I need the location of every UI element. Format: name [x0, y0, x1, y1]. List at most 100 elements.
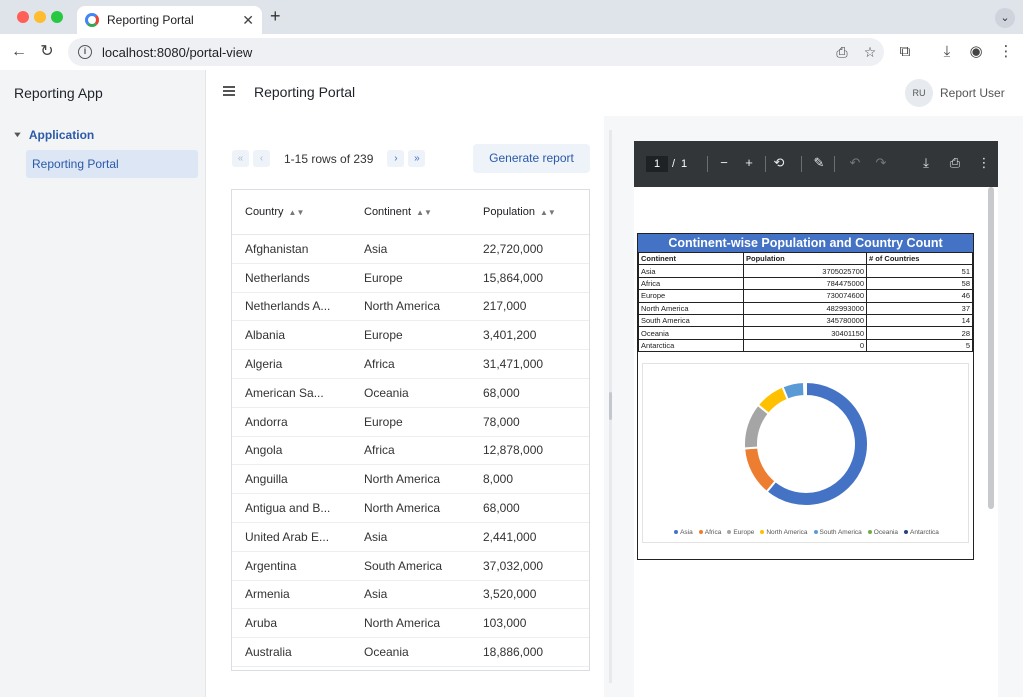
legend-item: Oceania [867, 529, 898, 536]
report-cell: Asia [638, 264, 744, 278]
report-cell: 5 [866, 338, 973, 353]
nav-group-application[interactable]: ▼ Application [12, 128, 94, 142]
report-cell: 14 [866, 313, 973, 328]
legend-label: Asia [680, 529, 693, 536]
page-title: Reporting Portal [254, 84, 356, 100]
browser-tab[interactable]: Reporting Portal ✕ [77, 6, 262, 34]
minimize-window-button[interactable] [34, 11, 46, 23]
page-number-input[interactable]: 1 [646, 156, 668, 172]
table-row[interactable]: Aruba North America 103,000 [232, 609, 589, 639]
table-row[interactable]: Afghanistan Asia 22,720,000 [232, 235, 589, 264]
split-drag-handle[interactable] [609, 392, 612, 420]
reload-icon[interactable]: ↻ [40, 43, 54, 60]
download-icon[interactable]: ⤓ [923, 155, 929, 170]
address-bar[interactable]: i localhost:8080/portal-view ⎙ ☆ [68, 38, 884, 66]
chart-legend: Asia Africa Europe North America South Ameri… [643, 529, 970, 536]
legend-item: South America [813, 529, 862, 536]
zoom-in-icon[interactable]: + [745, 155, 753, 170]
table-cell: North America [364, 299, 441, 314]
table-row[interactable]: Antigua and B... North America 68,000 [232, 494, 589, 523]
new-tab-icon[interactable]: + [270, 6, 281, 26]
table-cell: 68,000 [483, 385, 520, 400]
column-header-label: Population [483, 206, 535, 218]
table-row[interactable]: Albania Europe 3,401,200 [232, 321, 589, 351]
annotate-icon[interactable]: ✎ [813, 155, 825, 170]
column-header-country[interactable]: Country ▲▼ [232, 206, 351, 218]
chevron-down-icon[interactable]: ▼ [12, 130, 23, 140]
table-cell: Netherlands A... [245, 299, 331, 314]
more-options-icon[interactable]: ⋮ [977, 155, 991, 170]
table-cell: Argentina [245, 558, 297, 573]
donut-slice-oceania [803, 380, 807, 398]
report-table-row: Antarctica 0 5 [638, 338, 973, 353]
table-row[interactable]: Netherlands A... North America 217,000 [232, 293, 589, 322]
avatar[interactable]: RU [905, 79, 933, 107]
table-row[interactable]: American Sa... Oceania 68,000 [232, 379, 589, 408]
table-row[interactable]: Andorra Europe 78,000 [232, 408, 589, 437]
report-table: Continent Population # of Countries Asia 370… [638, 251, 973, 353]
maximize-window-button[interactable] [51, 11, 63, 23]
table-row[interactable]: Argentina South America 37,032,000 [232, 552, 589, 581]
table-row[interactable]: Algeria Africa 31,471,000 [232, 350, 589, 379]
pdf-viewer: 1 / 1 − + ⟲ ✎ ↶ ↷ ⤓ ⎙ ⋮ Continent-wise P… [634, 141, 998, 697]
print-icon[interactable]: ⎙ [949, 155, 961, 170]
close-tab-icon[interactable]: ✕ [242, 11, 254, 28]
generate-report-button[interactable]: Generate report [473, 144, 590, 173]
sidebar: Reporting App ▼ Application Reporting Po… [0, 70, 206, 697]
install-app-icon[interactable]: ⎙ [836, 43, 848, 60]
report-cell: Antarctica [638, 338, 744, 353]
last-page-icon[interactable]: » [408, 150, 426, 167]
nav-group-label: Application [28, 128, 95, 142]
user-name[interactable]: Report User [940, 86, 1005, 100]
extensions-icon[interactable]: ⧉ [899, 43, 911, 60]
profile-icon[interactable]: ◉ [969, 43, 983, 60]
report-cell: 37 [866, 301, 973, 315]
first-page-icon[interactable]: « [232, 150, 249, 167]
table-row[interactable]: Angola Africa 12,878,000 [232, 437, 589, 466]
next-page-icon[interactable]: › [387, 150, 405, 167]
legend-item: Africa [698, 529, 721, 536]
sort-icon[interactable]: ▲▼ [288, 208, 305, 217]
column-header-population[interactable]: Population ▲▼ [470, 206, 589, 218]
zoom-out-icon[interactable]: − [720, 155, 728, 170]
sidebar-item-reporting-portal[interactable]: Reporting Portal [26, 150, 198, 178]
page-separator: / [672, 158, 676, 170]
back-icon[interactable]: ← [11, 43, 27, 60]
table-row[interactable]: Armenia Asia 3,520,000 [232, 581, 589, 610]
report-cell: 784475000 [743, 276, 867, 291]
redo-icon[interactable]: ↷ [875, 155, 887, 170]
table-cell: Afghanistan [245, 241, 309, 256]
pdf-scrollbar[interactable] [988, 187, 994, 509]
undo-icon[interactable]: ↶ [849, 155, 861, 170]
table-cell: 8,000 [483, 472, 514, 487]
table-cell: Algeria [245, 357, 283, 372]
toolbar-divider [707, 156, 708, 172]
sort-icon[interactable]: ▲▼ [416, 208, 432, 217]
close-window-button[interactable] [17, 11, 29, 23]
report-header-cell: Population [743, 251, 867, 266]
legend-label: Europe [733, 529, 755, 536]
report-cell: 0 [743, 338, 867, 353]
previous-page-icon[interactable]: ‹ [253, 150, 270, 167]
table-cell: 22,720,000 [483, 241, 544, 256]
url-text[interactable]: localhost:8080/portal-view [102, 44, 253, 60]
site-info-icon[interactable]: i [78, 45, 92, 59]
downloads-icon[interactable]: ⤓ [943, 43, 951, 60]
rotate-icon[interactable]: ⟲ [773, 155, 785, 170]
table-cell: Europe [364, 414, 403, 429]
tab-search-icon[interactable]: ⌄ [995, 8, 1015, 28]
column-header-continent[interactable]: Continent ▲▼ [351, 206, 470, 218]
sort-icon[interactable]: ▲▼ [540, 208, 556, 217]
menu-toggle-icon[interactable] [223, 86, 235, 96]
table-row[interactable]: Australia Oceania 18,886,000 [232, 638, 589, 667]
bookmark-star-icon[interactable]: ☆ [863, 43, 877, 60]
browser-menu-icon[interactable]: ⋮ [998, 43, 1014, 60]
table-row[interactable]: Anguilla North America 8,000 [232, 465, 589, 495]
table-row[interactable]: United Arab E... Asia 2,441,000 [232, 523, 589, 552]
legend-label: South America [819, 529, 862, 536]
table-row[interactable]: Netherlands Europe 15,864,000 [232, 264, 589, 293]
legend-swatch [813, 530, 818, 535]
main-content: « ‹ 1-15 rows of 239 › » Generate report… [206, 116, 1023, 697]
table-cell: North America [364, 616, 441, 631]
report-cell: 3705025700 [743, 264, 867, 278]
